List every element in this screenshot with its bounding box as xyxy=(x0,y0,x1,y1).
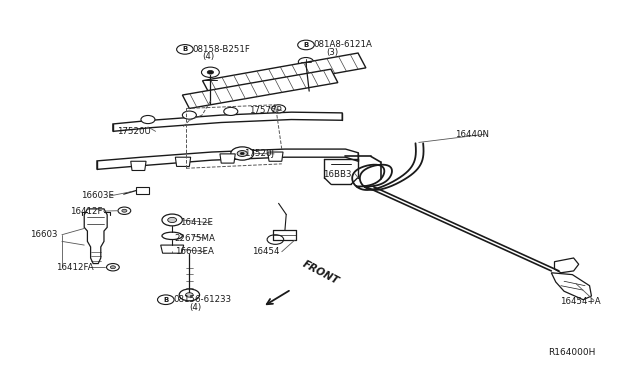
Circle shape xyxy=(202,67,220,77)
Polygon shape xyxy=(161,245,184,253)
Circle shape xyxy=(298,58,314,66)
Text: 16412FA: 16412FA xyxy=(56,263,93,272)
Polygon shape xyxy=(182,69,338,109)
Circle shape xyxy=(182,111,196,119)
Polygon shape xyxy=(84,209,107,263)
Text: 16412F: 16412F xyxy=(70,206,102,216)
Polygon shape xyxy=(554,258,579,273)
Text: 08156-61233: 08156-61233 xyxy=(173,295,232,304)
Circle shape xyxy=(241,153,244,155)
Text: B: B xyxy=(182,46,188,52)
Text: 22675MA: 22675MA xyxy=(175,234,216,243)
Ellipse shape xyxy=(162,232,182,240)
Polygon shape xyxy=(175,157,191,166)
Text: 16412E: 16412E xyxy=(180,218,213,227)
Circle shape xyxy=(231,147,253,160)
Text: (4): (4) xyxy=(189,302,202,312)
Polygon shape xyxy=(551,273,591,300)
Circle shape xyxy=(162,214,182,226)
Circle shape xyxy=(141,115,155,124)
Circle shape xyxy=(186,293,193,297)
Circle shape xyxy=(208,96,213,99)
Polygon shape xyxy=(131,161,146,170)
Circle shape xyxy=(157,295,174,305)
Circle shape xyxy=(179,289,200,301)
Text: 17520U: 17520U xyxy=(117,127,151,136)
Circle shape xyxy=(224,108,238,115)
Text: (4): (4) xyxy=(202,52,214,61)
Circle shape xyxy=(168,217,177,222)
Text: 16603EA: 16603EA xyxy=(175,247,214,256)
Text: 16440N: 16440N xyxy=(455,130,489,139)
Text: B: B xyxy=(163,297,168,303)
Circle shape xyxy=(237,151,247,157)
Circle shape xyxy=(298,40,314,50)
Circle shape xyxy=(110,266,115,269)
Polygon shape xyxy=(136,187,149,194)
Text: 16603: 16603 xyxy=(30,230,58,239)
Text: (3): (3) xyxy=(326,48,339,57)
Polygon shape xyxy=(202,53,366,96)
Circle shape xyxy=(271,105,285,113)
Circle shape xyxy=(118,207,131,214)
Polygon shape xyxy=(268,152,283,161)
Text: 16454+A: 16454+A xyxy=(560,297,601,306)
Circle shape xyxy=(207,70,214,74)
Text: B: B xyxy=(303,42,308,48)
Text: 08158-B251F: 08158-B251F xyxy=(193,45,250,54)
Text: 16BB3: 16BB3 xyxy=(323,170,352,179)
Text: 081A8-6121A: 081A8-6121A xyxy=(314,41,372,49)
Polygon shape xyxy=(220,154,236,163)
Circle shape xyxy=(122,209,127,212)
Circle shape xyxy=(177,45,193,54)
Text: R164000H: R164000H xyxy=(548,349,595,357)
Text: 17577P: 17577P xyxy=(248,106,281,115)
Circle shape xyxy=(106,263,119,271)
Text: 17520J: 17520J xyxy=(244,150,273,158)
Circle shape xyxy=(204,94,217,101)
Text: 16454: 16454 xyxy=(252,247,279,256)
Text: FRONT: FRONT xyxy=(301,259,340,287)
Circle shape xyxy=(267,235,284,244)
Text: 16603E: 16603E xyxy=(81,192,114,201)
